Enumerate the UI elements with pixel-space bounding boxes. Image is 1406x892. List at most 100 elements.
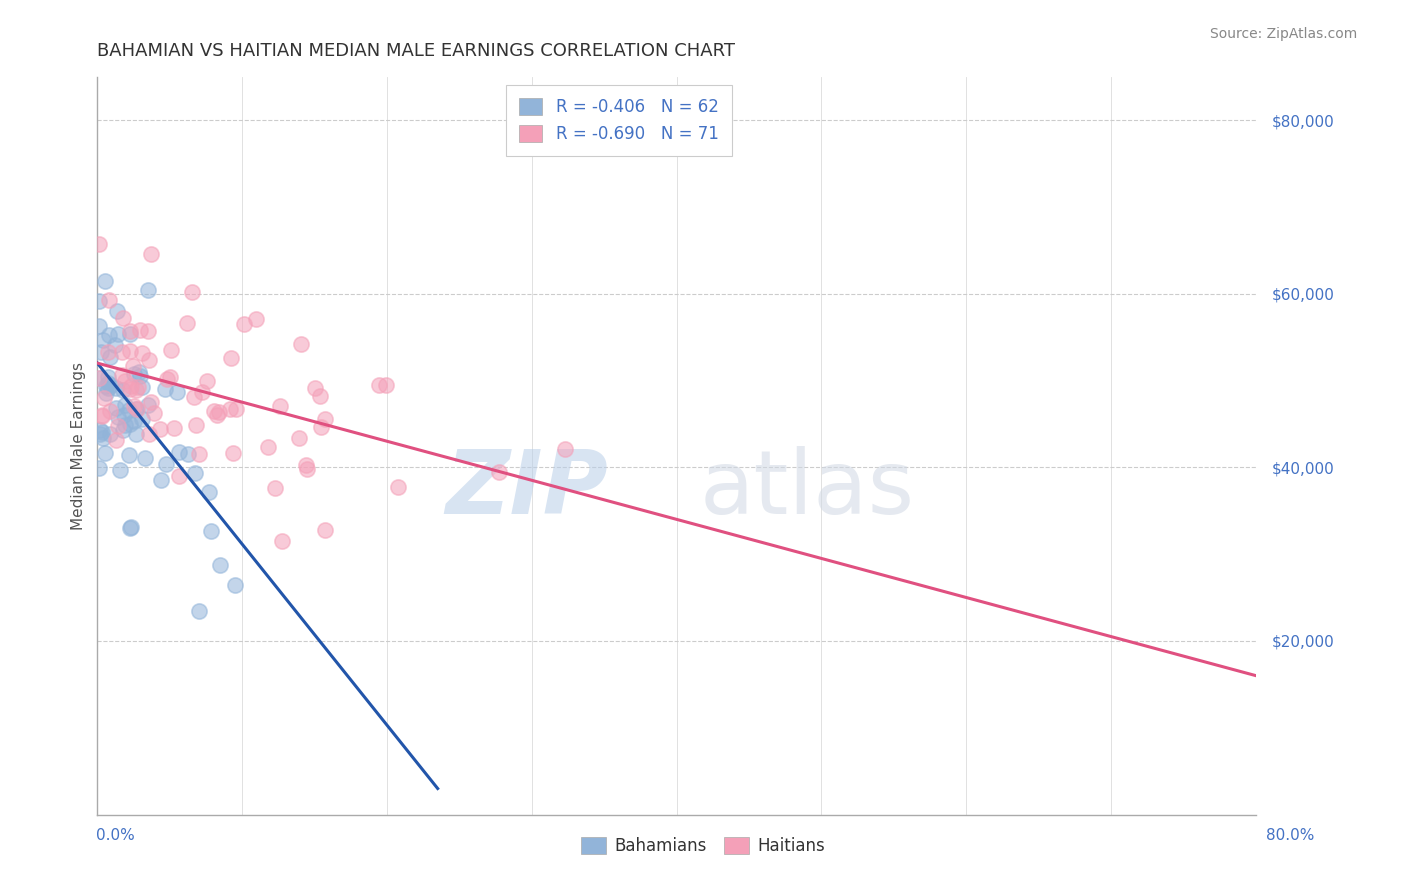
Point [118,403,141,417]
Point [314,523,336,537]
Point [167,469,190,483]
Point [87,318,110,333]
Point [98,426,121,441]
Point [94,274,117,288]
Point [111,423,134,437]
Point [105,433,128,447]
Point [295,458,318,472]
Point [290,336,312,351]
Point [176,447,198,461]
Point [89,371,111,385]
Point [97,380,120,394]
Point [197,485,219,500]
Point [159,370,181,384]
Point [90,344,112,359]
Point [148,421,170,435]
Point [375,378,398,392]
Point [187,447,209,461]
Point [263,481,285,495]
Point [225,402,247,417]
Point [181,285,204,299]
Point [160,343,183,358]
Point [269,400,291,414]
Point [200,524,222,539]
Point [100,378,122,392]
Point [125,383,148,397]
Point [222,446,245,460]
Point [139,246,162,260]
Point [97,376,120,390]
Point [103,338,125,352]
Point [122,367,145,381]
Point [90,408,112,422]
Point [94,379,117,393]
Text: 0.0%: 0.0% [96,828,135,843]
Point [114,417,136,432]
Point [111,311,134,326]
Point [257,440,280,454]
Point [134,451,156,466]
Point [107,327,129,342]
Point [112,408,135,422]
Point [309,420,332,434]
Point [122,359,145,374]
Point [89,426,111,441]
Point [91,431,114,445]
Point [176,317,198,331]
Point [87,237,110,252]
Point [110,368,132,382]
Point [195,374,218,388]
Point [87,371,110,385]
Point [136,283,159,297]
Point [314,411,336,425]
Point [136,398,159,412]
Point [111,383,134,397]
Point [188,604,211,618]
Point [183,390,205,404]
Point [149,473,172,487]
Point [97,345,120,359]
Point [98,351,121,365]
Point [100,403,122,417]
Point [97,369,120,384]
Point [91,425,114,439]
Point [91,333,114,347]
Point [138,426,160,441]
Point [118,448,141,462]
Point [120,344,142,359]
Point [191,384,214,399]
Point [114,374,136,388]
Point [94,446,117,460]
Point [155,457,177,471]
Point [118,326,141,341]
Point [110,463,132,477]
Point [118,324,141,338]
Legend: Bahamians, Haitians: Bahamians, Haitians [575,830,831,862]
Point [288,431,311,445]
Point [107,410,129,425]
Point [387,480,409,494]
Point [96,386,118,401]
Point [97,328,120,343]
Point [245,312,267,326]
Point [219,351,242,365]
Point [120,520,142,534]
Point [219,401,242,416]
Text: atlas: atlas [700,446,915,533]
Point [105,401,128,415]
Point [111,345,134,359]
Point [105,304,128,318]
Point [204,404,226,418]
Point [127,401,149,416]
Point [120,379,142,393]
Point [87,293,110,308]
Point [488,465,510,479]
Point [131,346,153,360]
Point [118,382,141,396]
Text: ZIP: ZIP [444,446,607,533]
Point [143,406,166,420]
Point [124,414,146,428]
Point [136,324,159,338]
Point [127,380,149,394]
Point [107,419,129,434]
